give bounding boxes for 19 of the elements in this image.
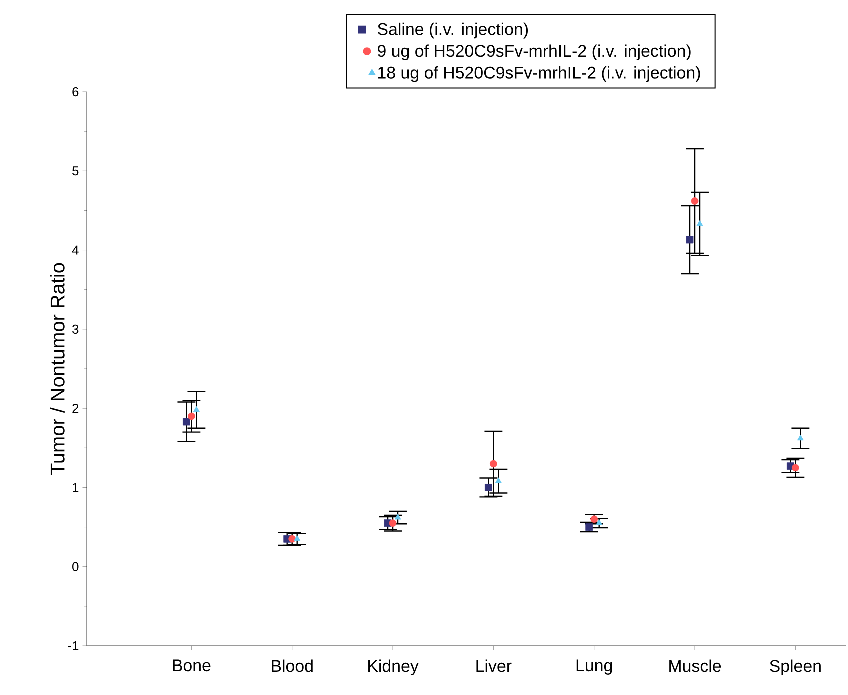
legend-label: 9 ug of H520C9sFv-mrhIL-2 (i.v. injection) bbox=[378, 44, 691, 60]
y-tick-label: 6 bbox=[72, 87, 79, 97]
x-tick-label: Muscle bbox=[670, 660, 722, 672]
x-tick-label: Kidney bbox=[368, 660, 419, 676]
y-tick-label: -1 bbox=[68, 642, 79, 650]
legend-label: Saline (i.v. injection) bbox=[378, 22, 528, 39]
y-tick-label: 5 bbox=[72, 166, 79, 176]
x-tick-label: Liver bbox=[476, 660, 512, 672]
x-tick-label: Lung bbox=[576, 660, 612, 675]
y-tick-label: 3 bbox=[72, 324, 79, 334]
y-axis-title: Tumor / Nontumor Ratio bbox=[50, 263, 65, 476]
y-tick-label: 4 bbox=[72, 246, 79, 255]
y-tick-label: 1 bbox=[73, 483, 79, 492]
x-tick-label: Blood bbox=[272, 660, 313, 672]
x-tick-label: Spleen bbox=[770, 660, 821, 676]
y-tick-label: 0 bbox=[72, 562, 79, 572]
y-tick-label: 2 bbox=[72, 404, 79, 414]
legend-label: 18 ug of H520C9sFv-mrhIL-2 (i.v. injection) bbox=[378, 66, 700, 82]
x-tick-label: Bone bbox=[173, 660, 211, 672]
